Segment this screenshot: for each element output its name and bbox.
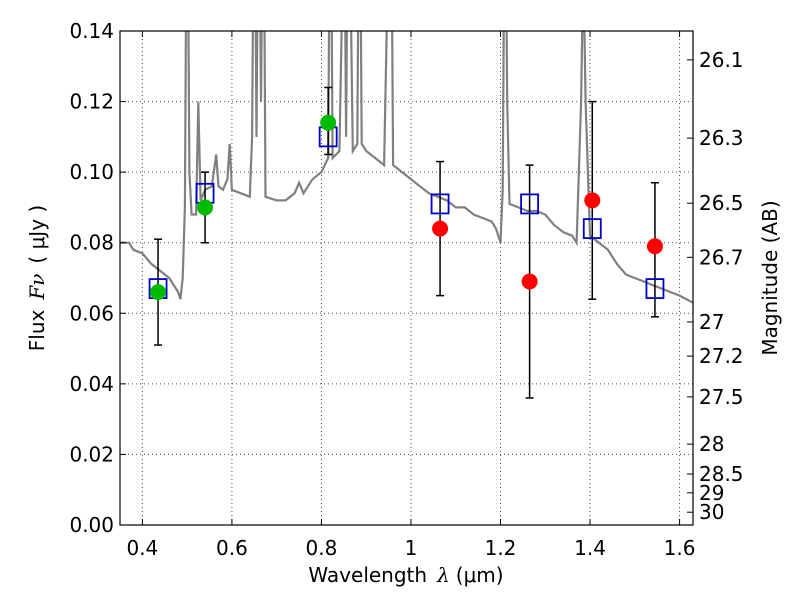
tick-labels: 0.4 0.6 0.8 1 1.2 1.4 1.6 0.00 0.02 0.04 0.06 0.08 0… — [69, 19, 743, 560]
y-tick-label: 0.00 — [69, 513, 114, 537]
y-tick-label: 0.10 — [69, 160, 114, 184]
x-tick-label: 1 — [405, 536, 418, 560]
y-tick-label: 0.06 — [69, 301, 114, 325]
y-tick-label: 0.08 — [69, 231, 114, 255]
x-axis-label: Wavelength — [308, 563, 427, 587]
plot-data — [120, 31, 693, 399]
y-tick-label: 0.02 — [69, 442, 114, 466]
x-tick-label: 0.4 — [126, 536, 158, 560]
observed-point — [521, 273, 538, 290]
x-axis-unit: (μm) — [456, 563, 504, 587]
model-photometry-square — [430, 193, 450, 215]
model-photometry-square — [582, 218, 602, 240]
observed-point — [646, 238, 663, 255]
y-axis-symbol: Fν — [25, 274, 49, 301]
mag-tick-label: 26.3 — [699, 126, 744, 150]
mag-tick-label: 29 — [699, 481, 724, 505]
x-tick-label: 1.6 — [664, 536, 696, 560]
observed-point — [197, 199, 214, 216]
mag-tick-label: 26.7 — [699, 245, 744, 269]
y-tick-label: 0.12 — [69, 90, 114, 114]
observed-point — [432, 220, 449, 237]
mag-tick-label: 27 — [699, 310, 724, 334]
y-tick-label: 0.04 — [69, 372, 114, 396]
x-tick-label: 1.2 — [485, 536, 517, 560]
mag-tick-label: 30 — [699, 500, 724, 524]
model-photometry-square — [645, 278, 665, 299]
y2-axis-title: Magnitude (AB) — [758, 200, 782, 355]
mag-tick-label: 27.2 — [699, 344, 744, 368]
observed-point — [584, 192, 601, 209]
mag-tick-label: 28 — [699, 432, 724, 456]
mag-tick-label: 26.1 — [699, 48, 744, 72]
y-axis-title: Flux Fν ( μJy ) — [25, 205, 49, 351]
y-axis-label: Flux — [25, 309, 49, 351]
y-axis-unit: ( μJy ) — [25, 205, 49, 264]
ticks — [120, 30, 693, 526]
y-tick-label: 0.14 — [69, 19, 114, 43]
x-tick-label: 0.6 — [216, 536, 248, 560]
mag-tick-label: 26.5 — [699, 191, 744, 215]
x-tick-label: 0.8 — [306, 536, 338, 560]
observed-point — [150, 284, 167, 301]
mag-tick-label: 27.5 — [699, 385, 744, 409]
observed-point — [320, 114, 337, 131]
x-tick-label: 1.4 — [574, 536, 606, 560]
x-axis-symbol: λ — [436, 563, 450, 587]
plot-frame — [119, 30, 694, 526]
model-spectrum-line — [120, 31, 693, 304]
x-axis-title: Wavelength λ (μm) — [308, 563, 503, 587]
mag-tick-label: 28.5 — [699, 462, 744, 486]
model-photometry-square — [520, 193, 540, 215]
